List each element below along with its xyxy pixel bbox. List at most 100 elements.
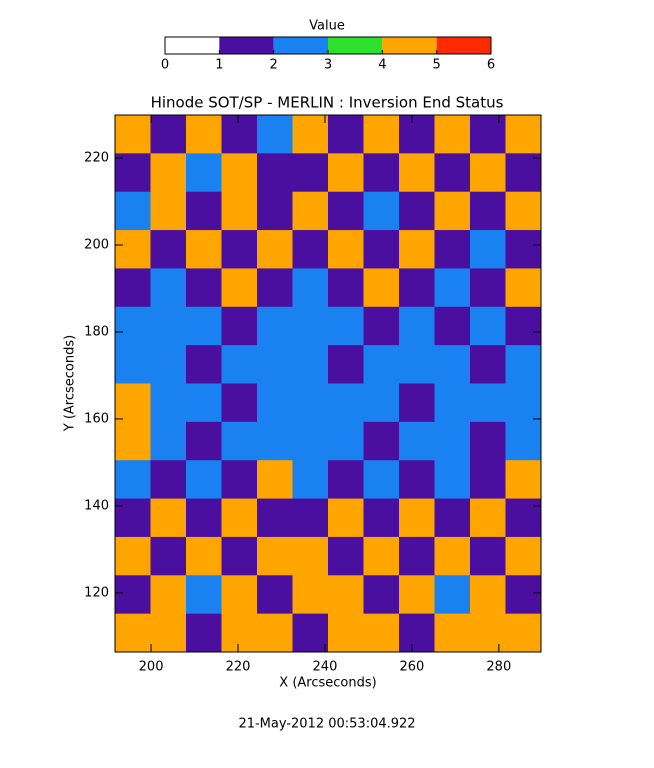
heatmap-cell (186, 460, 222, 500)
heatmap-cell (186, 421, 222, 461)
heatmap-cell (434, 498, 471, 538)
heatmap-cell (186, 575, 222, 615)
footer-date: 21-May-2012 00:53:04.922 (238, 717, 415, 732)
heatmap-cell (150, 153, 187, 193)
heatmap-cell (505, 536, 542, 576)
heatmap-cell (363, 536, 400, 576)
heatmap-cell (470, 306, 506, 346)
colorbar-segment (219, 37, 274, 54)
heatmap-cell (434, 115, 471, 154)
heatmap-cell (150, 345, 187, 384)
colorbar-tick-label: 6 (487, 58, 495, 73)
heatmap-cell (221, 613, 258, 653)
heatmap-cell (186, 230, 222, 269)
heatmap-cell (434, 268, 471, 308)
heatmap-cell (328, 191, 364, 231)
heatmap-cell (186, 306, 222, 346)
heatmap-cell (363, 115, 400, 154)
heatmap-cell (257, 345, 293, 384)
heatmap-cell (150, 191, 187, 231)
heatmap-cell (115, 613, 151, 653)
heatmap-cell (150, 460, 187, 500)
colorbar-segment (165, 37, 220, 54)
heatmap-cell (328, 268, 364, 308)
heatmap-cell (115, 306, 151, 346)
heatmap-cell (363, 153, 400, 193)
heatmap-cell (292, 306, 329, 346)
heatmap-cell (434, 383, 471, 423)
heatmap-cell (328, 498, 364, 538)
heatmap-cell (257, 383, 293, 423)
heatmap-cell (221, 575, 258, 615)
heatmap-cell (328, 460, 364, 500)
x-tick-label: 260 (399, 660, 424, 675)
heatmap-cell (470, 230, 506, 269)
heatmap-cell (363, 306, 400, 346)
heatmap-cell (363, 460, 400, 500)
heatmap-cell (150, 421, 187, 461)
heatmap-cell (363, 383, 400, 423)
heatmap-cell (115, 460, 151, 500)
heatmap-cell (505, 613, 542, 653)
heatmap-cell (363, 421, 400, 461)
heatmap-cell (150, 536, 187, 576)
y-tick-label: 120 (84, 585, 109, 600)
heatmap-cell (328, 153, 364, 193)
heatmap-cell (257, 306, 293, 346)
heatmap-cell (470, 460, 506, 500)
colorbar-title: Value (309, 19, 345, 34)
heatmap-cell (186, 536, 222, 576)
heatmap-cell (363, 613, 400, 653)
y-tick-label: 220 (84, 151, 109, 166)
heatmap-cell (115, 575, 151, 615)
heatmap-cell (434, 613, 471, 653)
heatmap-cell (292, 345, 329, 384)
heatmap-cell (470, 575, 506, 615)
heatmap-cell (292, 536, 329, 576)
heatmap-cell (115, 115, 151, 154)
heatmap-cell (150, 306, 187, 346)
colorbar-tick-label: 4 (378, 58, 386, 73)
heatmap-cell (115, 498, 151, 538)
heatmap-cell (399, 115, 435, 154)
heatmap-cell (221, 306, 258, 346)
heatmap-cell (505, 575, 542, 615)
heatmap-cell (186, 191, 222, 231)
colorbar-tick-label: 3 (324, 58, 332, 73)
heatmap-cell (186, 383, 222, 423)
heatmap-cell (505, 153, 542, 193)
plot-frame (114, 114, 542, 653)
x-tick-label: 240 (313, 660, 338, 675)
colorbar-tick-label: 1 (215, 58, 223, 73)
heatmap-cell (115, 421, 151, 461)
heatmap-cell (292, 191, 329, 231)
heatmap-cell (470, 613, 506, 653)
heatmap-cell (292, 575, 329, 615)
heatmap-cell (363, 498, 400, 538)
heatmap-cell (470, 498, 506, 538)
heatmap-cell (292, 498, 329, 538)
heatmap-cell (115, 383, 151, 423)
y-tick-label: 140 (84, 498, 109, 513)
heatmap-cell (257, 575, 293, 615)
heatmap-cell (328, 421, 364, 461)
heatmap-cell (150, 575, 187, 615)
heatmap-cell (505, 460, 542, 500)
heatmap-cell (257, 191, 293, 231)
heatmap-cell (505, 115, 542, 154)
heatmap-cell (115, 191, 151, 231)
heatmap-cell (186, 115, 222, 154)
heatmap-cell (505, 230, 542, 269)
heatmap-cell (363, 575, 400, 615)
heatmap-cell (186, 345, 222, 384)
heatmap-cell (399, 268, 435, 308)
heatmap-cell (434, 306, 471, 346)
heatmap-cell (292, 230, 329, 269)
heatmap-cell (328, 345, 364, 384)
heatmap-cell (257, 536, 293, 576)
heatmap-cell (221, 268, 258, 308)
heatmap-cell (292, 383, 329, 423)
heatmap-cell (257, 460, 293, 500)
heatmap-cell (470, 536, 506, 576)
